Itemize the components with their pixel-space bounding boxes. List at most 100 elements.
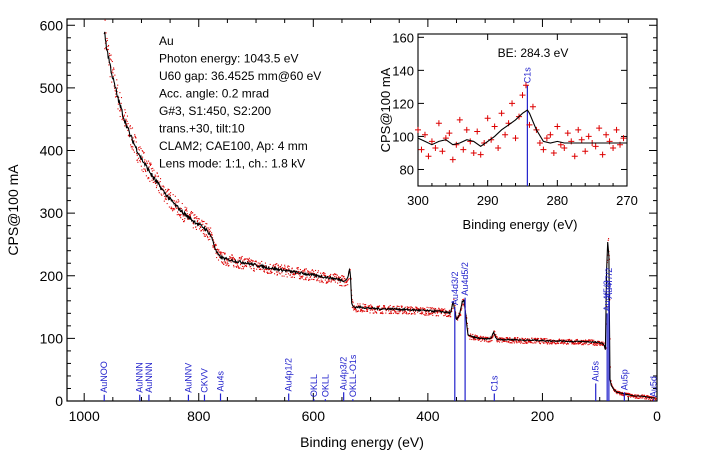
raw-point [518, 341, 520, 343]
raw-point [126, 115, 129, 117]
raw-point [495, 333, 497, 336]
raw-point [382, 312, 384, 314]
raw-point [523, 342, 525, 344]
raw-point [220, 251, 222, 253]
raw-point [280, 267, 282, 269]
raw-point [292, 273, 294, 276]
raw-point [515, 340, 517, 342]
raw-point [590, 342, 593, 345]
raw-point [543, 338, 545, 340]
raw-point [503, 337, 505, 340]
raw-point [620, 393, 622, 395]
raw-point [442, 310, 444, 312]
raw-point [144, 159, 146, 161]
raw-point [310, 271, 312, 273]
raw-point [516, 338, 518, 340]
raw-point [290, 276, 292, 278]
raw-point [134, 136, 136, 138]
raw-point [492, 336, 494, 338]
raw-point [221, 254, 223, 256]
inset-raw-point [599, 151, 606, 158]
raw-point [547, 339, 549, 341]
inset-raw-point [585, 133, 592, 140]
raw-point [648, 398, 650, 400]
raw-point [311, 278, 313, 280]
raw-point [490, 340, 492, 342]
raw-point [140, 165, 142, 167]
raw-point [527, 342, 529, 344]
raw-point [522, 342, 524, 344]
raw-point [226, 261, 228, 263]
raw-point [253, 268, 255, 270]
raw-point [327, 281, 329, 283]
raw-point [308, 273, 310, 275]
raw-point [284, 264, 286, 266]
raw-point [429, 307, 432, 309]
raw-point [323, 274, 325, 276]
raw-point [389, 312, 391, 314]
raw-point [195, 217, 197, 219]
raw-point [303, 269, 305, 271]
raw-point [210, 234, 212, 236]
raw-point [224, 253, 226, 255]
raw-point [250, 259, 252, 261]
raw-point [171, 208, 173, 210]
raw-point [497, 337, 499, 339]
raw-point [422, 311, 424, 313]
raw-point [583, 340, 585, 342]
raw-point [355, 309, 358, 311]
raw-point [159, 181, 161, 183]
raw-point [263, 271, 266, 273]
raw-point [447, 314, 450, 317]
raw-point [360, 310, 362, 312]
raw-point [154, 182, 157, 185]
raw-point [549, 343, 551, 345]
raw-point [515, 341, 517, 343]
raw-point [589, 339, 591, 341]
raw-point [335, 276, 337, 278]
raw-point [236, 263, 238, 265]
raw-point [236, 266, 238, 268]
raw-point [426, 306, 428, 308]
raw-point [209, 230, 211, 232]
raw-point [422, 307, 424, 309]
raw-point [161, 185, 163, 187]
peak-marker-label: Au4p1/2 [284, 358, 294, 392]
raw-point [427, 311, 429, 313]
raw-point [113, 87, 116, 89]
raw-point [174, 204, 176, 207]
raw-point [119, 92, 121, 94]
raw-point [408, 312, 410, 314]
raw-point [357, 303, 359, 305]
raw-point [148, 177, 150, 179]
raw-point [259, 263, 261, 265]
main-axis-ticks: 1000 800 600 400 200 0 0 100 200 300 400 500 600 [40, 17, 661, 424]
raw-point [588, 339, 590, 341]
raw-point [647, 395, 649, 397]
raw-point [190, 212, 192, 214]
raw-point [528, 340, 530, 342]
smoothed-spectrum-line [103, 31, 656, 399]
inset-raw-point [477, 151, 484, 158]
raw-point [157, 175, 159, 177]
raw-point [152, 167, 154, 169]
raw-point [575, 339, 577, 341]
raw-point [606, 305, 608, 307]
raw-point [264, 268, 266, 271]
raw-point [187, 218, 189, 220]
raw-point [506, 341, 508, 343]
raw-point [516, 340, 518, 342]
raw-point [238, 267, 240, 269]
raw-point [373, 312, 375, 314]
raw-point [583, 339, 585, 341]
raw-point [125, 123, 128, 125]
annotation-line: Acc. angle: 0.2 mrad [159, 87, 269, 101]
raw-point [205, 225, 207, 227]
raw-point [647, 395, 649, 398]
raw-point [461, 307, 463, 309]
raw-point [401, 306, 403, 308]
inset-raw-point [526, 121, 533, 128]
raw-point [486, 341, 488, 343]
inset-raw-point [536, 140, 543, 147]
raw-point [535, 342, 537, 344]
